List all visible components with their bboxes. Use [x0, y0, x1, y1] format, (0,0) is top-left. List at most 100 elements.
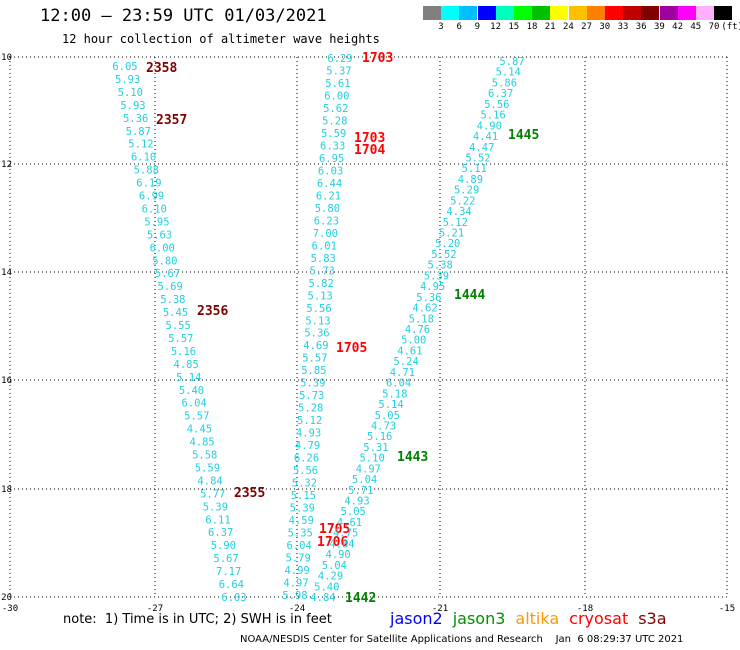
wave-height-value: 4.95 — [420, 281, 445, 293]
wave-height-value: 5.29 — [454, 185, 479, 197]
color-swatch — [459, 6, 478, 20]
wave-height-value: 6.01 — [312, 240, 337, 252]
wave-height-value: 5.14 — [496, 67, 521, 79]
pass-time-label: 1704 — [354, 143, 385, 158]
wave-height-value: 5.38 — [160, 294, 185, 306]
wave-height-value: 5.87 — [499, 56, 524, 68]
color-scale-label: 21 — [544, 22, 556, 32]
color-scale-label: 39 — [653, 22, 665, 32]
wave-height-value: 5.05 — [341, 506, 366, 518]
wave-height-value: 6.10 — [131, 152, 156, 164]
color-swatch — [514, 6, 532, 20]
wave-height-value: 5.05 — [375, 410, 400, 422]
wave-height-value: 5.39 — [424, 270, 449, 282]
wave-height-value: 5.83 — [311, 253, 336, 265]
wave-height-value: 5.61 — [325, 78, 350, 90]
wave-height-value: 5.39 — [203, 501, 228, 513]
y-tick-label: -18 — [0, 485, 12, 495]
wave-height-value: 6.37 — [488, 88, 513, 100]
wave-height-value: 6.64 — [219, 579, 244, 591]
wave-height-value: 5.80 — [152, 255, 177, 267]
legend-altika: altika — [515, 609, 560, 628]
credit-line: NOAA/NESDIS Center for Satellite Applica… — [240, 634, 684, 645]
y-tick-label: -12 — [0, 160, 12, 170]
x-tick-label: -18 — [577, 604, 593, 614]
wave-height-value: 5.12 — [443, 217, 468, 229]
pass-time-label: 1705 — [319, 522, 350, 537]
wave-height-value: 6.19 — [136, 178, 161, 190]
wave-height-value: 6.00 — [150, 242, 175, 254]
pass-time-label: 1703 — [362, 51, 393, 66]
wave-height-value: 5.58 — [192, 450, 217, 462]
wave-height-value: 5.77 — [200, 488, 225, 500]
color-swatch — [477, 6, 496, 20]
color-swatch — [495, 6, 514, 20]
wave-height-value: 5.39 — [290, 503, 315, 515]
legend-cryosat: cryosat — [569, 609, 629, 628]
y-tick-label: -20 — [0, 593, 12, 603]
wave-height-value: 5.80 — [315, 203, 340, 215]
wave-height-value: 6.99 — [139, 191, 164, 203]
altimeter-tracks: 6.055.935.105.935.365.875.126.105.886.19… — [112, 51, 539, 606]
wave-height-value: 5.93 — [115, 74, 140, 86]
pass-time-label: 2356 — [197, 304, 228, 319]
wave-height-value: 5.73 — [299, 390, 324, 402]
color-scale-label: 9 — [474, 22, 481, 32]
wave-height-value: 5.14 — [378, 399, 403, 411]
x-tick-label: -21 — [432, 604, 448, 614]
y-tick-label: -10 — [0, 53, 12, 63]
wave-height-value: 5.57 — [168, 333, 193, 345]
wave-height-value: 5.69 — [158, 281, 183, 293]
pass-time-label: 1444 — [454, 288, 485, 303]
pass-time-label: 2355 — [234, 486, 265, 501]
wave-height-value: 5.87 — [126, 126, 151, 138]
wave-height-value: 5.18 — [382, 388, 407, 400]
wave-height-value: 5.79 — [285, 553, 310, 565]
color-scale-label: 30 — [599, 22, 611, 32]
wave-height-value: 5.67 — [155, 268, 180, 280]
color-scale-label: 6 — [456, 22, 462, 32]
y-tick-label: -16 — [0, 376, 12, 386]
color-scale-label: 33 — [617, 22, 629, 32]
color-scale-label: (ft) — [721, 22, 740, 32]
wave-height-value: 5.45 — [163, 307, 188, 319]
wave-height-value: 5.13 — [305, 315, 330, 327]
wave-height-value: 5.21 — [439, 228, 464, 240]
wave-height-value: 4.73 — [371, 420, 396, 432]
color-swatch — [677, 6, 696, 20]
wave-height-value: 5.13 — [307, 290, 332, 302]
wave-height-value: 6.44 — [317, 178, 342, 190]
wave-height-value: 4.90 — [325, 549, 350, 561]
wave-height-value: 4.41 — [473, 131, 498, 143]
x-tick-label: -30 — [2, 604, 18, 614]
color-swatch — [605, 6, 623, 20]
color-swatch — [550, 6, 569, 20]
color-scale-label: 45 — [690, 22, 702, 32]
y-tick-label: -14 — [0, 268, 12, 278]
wave-height-value: 4.84 — [197, 475, 222, 487]
wave-height-value: 4.84 — [329, 538, 354, 550]
color-scale-label: 70 — [708, 22, 720, 32]
wave-height-value: 7.17 — [216, 566, 241, 578]
wave-height-value: 5.04 — [322, 560, 347, 572]
color-swatch — [441, 6, 460, 20]
color-swatch — [714, 6, 733, 20]
wave-height-value: 5.00 — [401, 335, 426, 347]
wave-height-value: 5.22 — [450, 195, 475, 207]
x-tick-label: -27 — [147, 604, 163, 614]
wave-height-value: 5.52 — [431, 249, 456, 261]
wave-height-value: 4.89 — [458, 174, 483, 186]
wave-height-value: 5.71 — [348, 485, 373, 497]
wave-height-value: 6.04 — [386, 378, 411, 390]
wave-height-value: 5.56 — [293, 465, 318, 477]
wave-height-value: 5.16 — [171, 346, 196, 358]
wave-height-value: 4.47 — [469, 142, 494, 154]
wave-height-value: 5.56 — [484, 99, 509, 111]
wave-height-value: 5.57 — [184, 411, 209, 423]
axis-labels: -10 -12 -14 -16 -18 -20-30 -27 -24 -21 -18 -15 — [0, 53, 735, 614]
wave-height-value: 5.37 — [326, 65, 351, 77]
wave-height-value: 4.97 — [283, 578, 308, 590]
wave-height-value: 5.86 — [492, 77, 517, 89]
wave-height-value: 4.29 — [318, 571, 343, 583]
wave-height-value: 4.61 — [337, 517, 362, 529]
